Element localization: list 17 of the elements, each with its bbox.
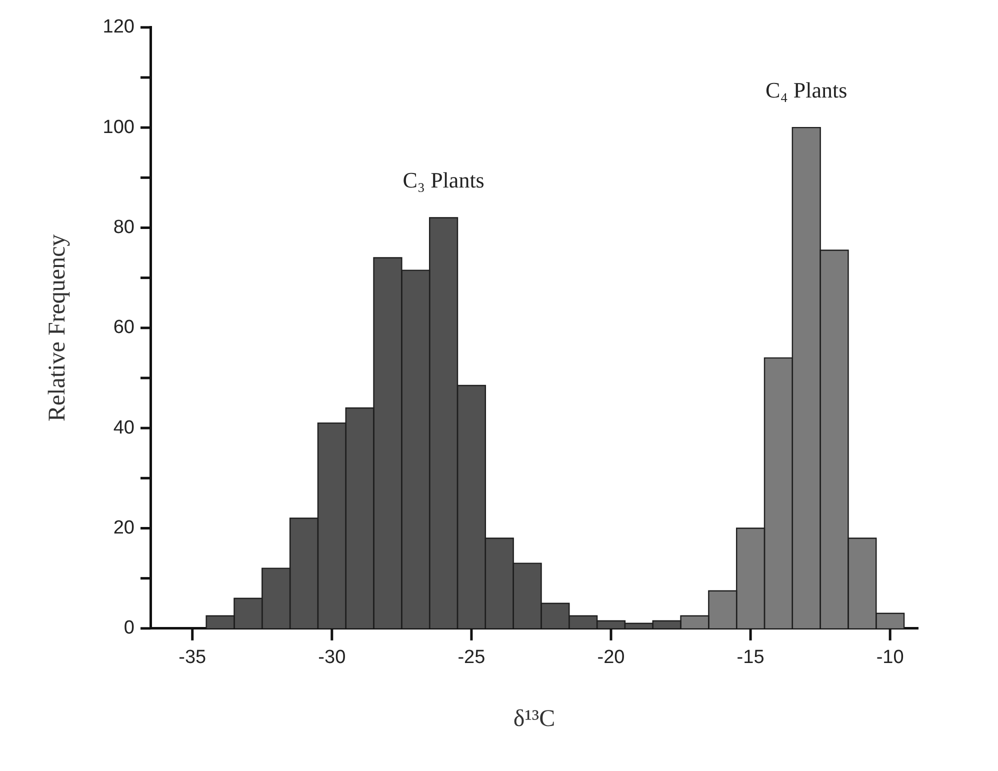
- y-tick-label: 120: [102, 16, 134, 38]
- y-tick-label: 40: [113, 417, 134, 438]
- y-tick-label: 0: [124, 618, 134, 639]
- y-tick-label: 100: [102, 116, 134, 138]
- x-tick-label: -15: [736, 647, 764, 668]
- x-tick-label: -20: [597, 647, 625, 668]
- x-tick-label: -25: [458, 647, 486, 668]
- y-axis-title: Relative Frequency: [44, 234, 71, 422]
- y-tick-label: 20: [113, 517, 134, 538]
- annotation: C₄ Plants: [766, 78, 848, 103]
- x-tick-label: -30: [318, 647, 346, 668]
- x-axis-title: δ¹³C: [513, 706, 556, 732]
- x-tick-label: -10: [876, 647, 904, 668]
- y-tick-label: 60: [113, 317, 134, 338]
- annotation: C₃ Plants: [402, 168, 484, 193]
- y-tick-label: 80: [113, 216, 134, 238]
- x-tick-label: -35: [178, 647, 206, 668]
